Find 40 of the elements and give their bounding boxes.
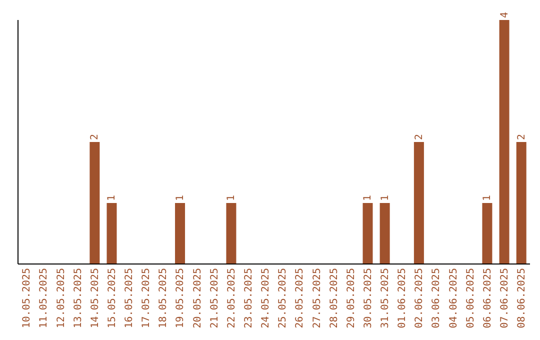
data-label: 1 <box>380 194 391 201</box>
x-tick-label: 02.06.2025 <box>414 268 426 328</box>
x-tick-label: 18.05.2025 <box>158 268 170 328</box>
x-tick-label: 22.05.2025 <box>226 268 238 328</box>
data-label: 1 <box>175 194 186 201</box>
x-tick-label: 27.05.2025 <box>312 268 323 328</box>
x-tick-label: 16.05.2025 <box>124 268 136 328</box>
x-tick-label: 15.05.2025 <box>106 268 118 328</box>
x-tick-label: 20.05.2025 <box>192 268 204 328</box>
x-tick-label: 01.06.2025 <box>397 268 408 328</box>
x-tick-label: 30.05.2025 <box>362 268 374 328</box>
x-tick-label: 21.05.2025 <box>209 268 220 328</box>
x-tick-label: 17.05.2025 <box>141 268 152 328</box>
data-label: 2 <box>516 134 528 140</box>
data-label: 1 <box>362 194 374 201</box>
data-label: 1 <box>482 194 494 201</box>
data-label: 2 <box>90 134 101 140</box>
data-label: 1 <box>106 194 118 201</box>
x-tick-label: 26.05.2025 <box>294 268 306 328</box>
x-tick-label: 12.05.2025 <box>56 268 67 328</box>
x-tick-label: 14.05.2025 <box>90 268 101 328</box>
x-tick-label: 29.05.2025 <box>346 268 357 328</box>
x-tick-label: 11.05.2025 <box>38 268 50 328</box>
x-tick-label: 05.06.2025 <box>465 268 476 328</box>
x-tick-label: 06.06.2025 <box>482 268 494 328</box>
data-label: 1 <box>226 194 238 201</box>
x-tick-label: 23.05.2025 <box>244 268 254 328</box>
x-tick-label: 07.06.2025 <box>500 268 510 328</box>
data-label: 2 <box>414 134 425 140</box>
x-tick-label: 10.05.2025 <box>22 268 33 328</box>
x-tick-label: 28.05.2025 <box>328 268 340 328</box>
x-tick-label: 13.05.2025 <box>72 268 84 328</box>
x-tick-label: 03.06.2025 <box>431 268 442 328</box>
x-tick-label: 08.06.2025 <box>516 268 528 328</box>
data-label: 4 <box>499 12 510 18</box>
x-tick-label: 25.05.2025 <box>278 268 289 328</box>
x-tick-label: 24.05.2025 <box>260 268 272 328</box>
x-tick-label: 19.05.2025 <box>175 268 186 328</box>
x-tick-label: 04.06.2025 <box>448 268 460 328</box>
x-tick-label: 31.05.2025 <box>380 268 392 328</box>
